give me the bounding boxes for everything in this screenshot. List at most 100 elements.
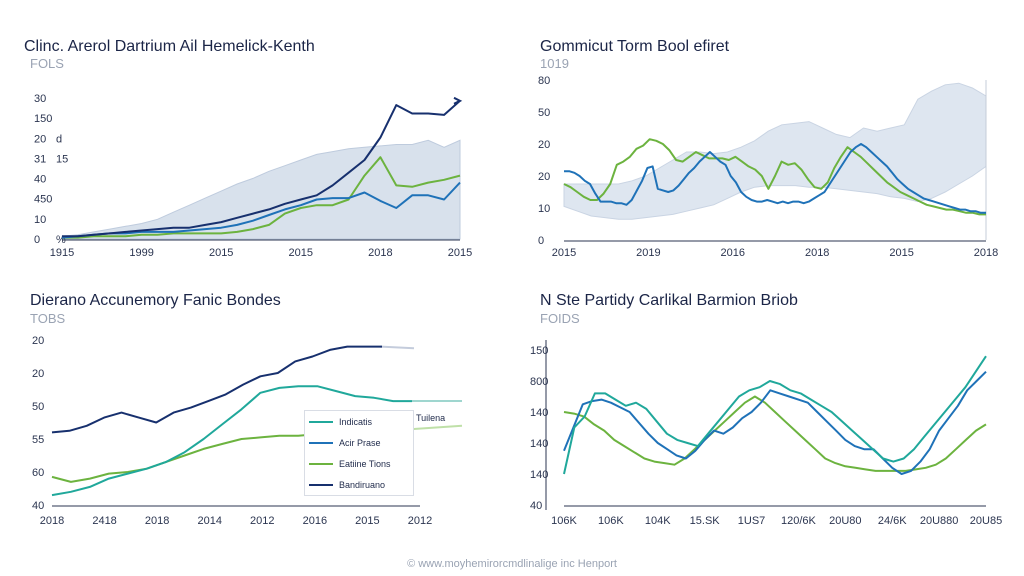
- y-tick-label: 450: [34, 194, 52, 206]
- y-tick-label: 50: [538, 107, 550, 119]
- x-tick-label: 2018: [974, 247, 998, 259]
- y-tick-suffix: 15: [56, 153, 68, 165]
- series-tail-green: [411, 424, 463, 431]
- x-tick-label: 2015: [209, 247, 233, 259]
- chart-subtitle: TOBS: [30, 311, 66, 326]
- series-line-green: [563, 395, 987, 472]
- x-tick-label: 106K: [551, 515, 577, 527]
- y-tick-label: 150: [34, 113, 52, 125]
- y-tick-label: 30: [34, 93, 46, 105]
- y-tick-label: 60: [32, 467, 44, 479]
- x-tick-label: 24/6K: [878, 515, 907, 527]
- x-tick-label: 2018: [145, 515, 169, 527]
- y-tick-label: 140: [530, 438, 548, 450]
- series-line-indicatis: [51, 385, 412, 497]
- x-tick-label: 2012: [408, 515, 432, 527]
- x-tick-label: 20U80: [829, 515, 861, 527]
- y-tick-label: 10: [34, 214, 46, 226]
- chart-legend: Indicatis Acir Prase Eatiine Tions Bandi…: [304, 410, 414, 496]
- legend-item: Acir Prase: [305, 432, 413, 453]
- series-tail-navy: [379, 345, 415, 350]
- legend-swatch: [309, 483, 333, 486]
- x-tick-label: 20U85: [970, 515, 1002, 527]
- legend-swatch: [309, 441, 333, 444]
- legend-extra-label: Tuilena: [416, 413, 446, 423]
- x-tick-label: 2014: [197, 515, 221, 527]
- y-tick-label: 140: [530, 469, 548, 481]
- y-tick-suffix: %: [56, 234, 66, 246]
- y-tick-label: 55: [32, 434, 44, 446]
- x-tick-label: 1915: [50, 247, 74, 259]
- y-tick-label: 31: [34, 153, 46, 165]
- x-tick-label: 2016: [721, 247, 745, 259]
- series-line-green: [62, 156, 461, 239]
- y-tick-label: 20: [538, 171, 550, 183]
- y-tick-suffix: d: [56, 133, 62, 145]
- chart-subtitle: FOLS: [30, 56, 64, 71]
- y-tick-label: 80: [538, 75, 550, 87]
- footer-credit: © www.moyhemirorcmdlinalige inc Henport: [407, 558, 617, 570]
- area-fill: [61, 139, 461, 240]
- chart-title: Clinc. Arerol Dartrium Ail Hemelick-Kent…: [24, 38, 315, 55]
- series-line-bandiruano: [51, 345, 382, 434]
- x-tick-label: 106K: [598, 515, 624, 527]
- x-tick-label: 2018: [805, 247, 829, 259]
- legend-item: Bandiruano: [305, 474, 413, 495]
- series-line-blue: [61, 181, 461, 239]
- chart-title: Gommicut Torm Bool efiret: [540, 38, 730, 55]
- series-line-navy: [564, 143, 986, 214]
- y-tick-label: 50: [32, 401, 44, 413]
- legend-label: Acir Prase: [339, 437, 381, 448]
- y-tick-label: 0: [538, 235, 544, 247]
- x-tick-label: 1999: [129, 247, 153, 259]
- legend-swatch: [309, 420, 333, 423]
- x-tick-label: 20U880: [920, 515, 959, 527]
- x-tick-label: 120/6K: [781, 515, 817, 527]
- x-tick-label: 2012: [250, 515, 274, 527]
- series-line-teal: [563, 355, 987, 475]
- legend-item: Indicatis: [305, 411, 413, 432]
- x-tick-label: 2418: [92, 515, 116, 527]
- x-tick-label: 2019: [636, 247, 660, 259]
- x-tick-label: 104K: [645, 515, 671, 527]
- series-line-navy: [62, 100, 461, 238]
- series-line-blue: [563, 370, 987, 475]
- y-tick-label: 20: [32, 368, 44, 380]
- legend-item: Eatiine Tions: [305, 453, 413, 474]
- y-tick-label: 20: [32, 335, 44, 347]
- legend-label: Bandiruano: [339, 479, 386, 490]
- x-tick-label: 2016: [303, 515, 327, 527]
- series-line-green: [563, 138, 986, 216]
- legend-swatch: [309, 462, 333, 465]
- y-tick-label: 800: [530, 376, 548, 388]
- y-tick-label: 40: [530, 500, 542, 512]
- x-tick-label: 15.SK: [690, 515, 721, 527]
- y-tick-label: 20: [538, 139, 550, 151]
- chart-title: N Ste Partidy Carlikal Barmion Briob: [540, 292, 798, 309]
- series-arrow-head: [453, 96, 463, 105]
- y-tick-label: 20: [34, 133, 46, 145]
- x-tick-label: 2018: [40, 515, 64, 527]
- chart-subtitle: 1019: [540, 56, 569, 71]
- chart-title: Dierano Accunemory Fanic Bondes: [30, 292, 281, 309]
- y-tick-label: 150: [530, 345, 548, 357]
- x-tick-label: 2015: [889, 247, 913, 259]
- y-tick-label: 40: [34, 174, 46, 186]
- x-tick-label: 2018: [368, 247, 392, 259]
- y-tick-label: 10: [538, 203, 550, 215]
- x-tick-label: 2015: [448, 247, 472, 259]
- legend-label: Eatiine Tions: [339, 458, 391, 469]
- y-tick-label: 40: [32, 500, 44, 512]
- y-tick-label: 140: [530, 407, 548, 419]
- legend-label: Indicatis: [339, 416, 373, 427]
- chart-subtitle: FOIDS: [540, 311, 580, 326]
- x-tick-label: 2015: [552, 247, 576, 259]
- x-tick-label: 2015: [289, 247, 313, 259]
- x-tick-label: 2015: [355, 515, 379, 527]
- x-tick-label: 1US7: [738, 515, 766, 527]
- y-tick-label: 0: [34, 234, 40, 246]
